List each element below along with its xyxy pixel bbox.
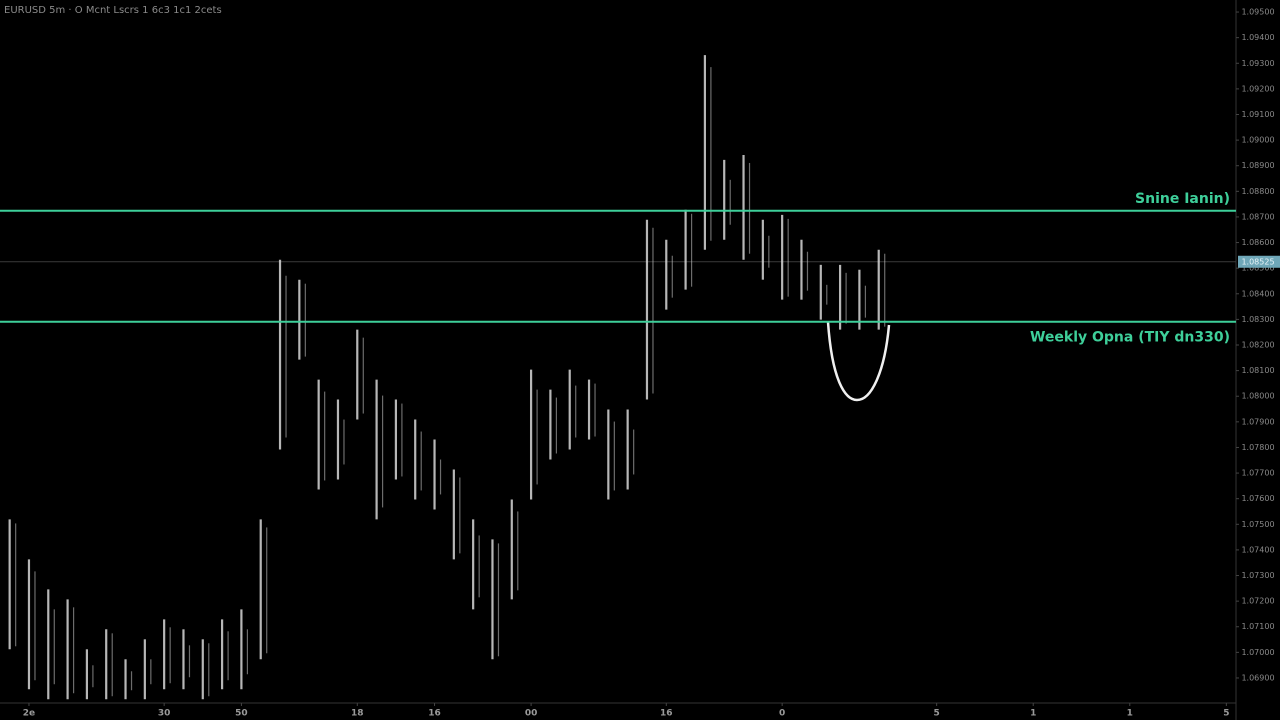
y-tick-label: 1.08800 bbox=[1241, 187, 1274, 196]
y-tick-label: 1.08500 bbox=[1241, 264, 1274, 273]
y-tick-label: 1.08400 bbox=[1241, 289, 1274, 298]
x-tick-label: 00 bbox=[525, 709, 538, 719]
y-tick-label: 1.07300 bbox=[1241, 571, 1274, 580]
y-tick-label: 1.08100 bbox=[1241, 366, 1274, 375]
highlight-curve bbox=[826, 321, 891, 402]
y-tick-label: 1.09000 bbox=[1241, 136, 1274, 145]
y-tick-label: 1.08000 bbox=[1241, 392, 1274, 401]
y-tick-label: 1.07400 bbox=[1241, 545, 1274, 554]
y-tick-label: 1.09300 bbox=[1241, 59, 1274, 68]
level-label: Weekly Opna (TIY dn330) bbox=[1030, 330, 1230, 346]
y-tick-label: 1.07800 bbox=[1241, 443, 1274, 452]
y-tick-label: 1.09500 bbox=[1241, 8, 1274, 17]
x-tick-label: 16 bbox=[660, 709, 673, 719]
x-tick-label: 5 bbox=[934, 709, 940, 719]
x-tick-label: 2e bbox=[23, 709, 35, 719]
y-tick-label: 1.06900 bbox=[1241, 673, 1274, 682]
last-price-label: 1.08525 bbox=[1241, 257, 1274, 266]
y-tick-label: 1.09400 bbox=[1241, 33, 1274, 42]
x-tick-label: 16 bbox=[428, 709, 441, 719]
y-tick-label: 1.07100 bbox=[1241, 622, 1274, 631]
x-tick-label: 50 bbox=[235, 709, 248, 719]
y-tick-label: 1.08900 bbox=[1241, 161, 1274, 170]
x-tick-label: 0 bbox=[779, 709, 785, 719]
y-tick-label: 1.07700 bbox=[1241, 469, 1274, 478]
x-tick-label: 1 bbox=[1030, 709, 1036, 719]
y-tick-label: 1.08300 bbox=[1241, 315, 1274, 324]
x-tick-label: 5 bbox=[1223, 709, 1229, 719]
y-tick-label: 1.09200 bbox=[1241, 84, 1274, 93]
y-tick-label: 1.07200 bbox=[1241, 597, 1274, 606]
x-tick-label: 18 bbox=[351, 709, 364, 719]
y-tick-label: 1.07500 bbox=[1241, 520, 1274, 529]
y-tick-label: 1.07000 bbox=[1241, 648, 1274, 657]
x-tick-label: 30 bbox=[158, 709, 171, 719]
y-tick-label: 1.08600 bbox=[1241, 238, 1274, 247]
y-tick-label: 1.08200 bbox=[1241, 341, 1274, 350]
level-label: Snine Ianin) bbox=[1135, 191, 1230, 207]
x-tick-label: 1 bbox=[1127, 709, 1133, 719]
last-price-tag bbox=[1238, 255, 1280, 268]
y-tick-label: 1.07600 bbox=[1241, 494, 1274, 503]
y-tick-label: 1.07900 bbox=[1241, 417, 1274, 426]
y-tick-label: 1.08700 bbox=[1241, 212, 1274, 221]
y-tick-label: 1.09100 bbox=[1241, 110, 1274, 119]
chart-title: EURUSD 5m · O Mcnt Lscrs 1 6c3 1c1 2cets bbox=[4, 5, 222, 16]
